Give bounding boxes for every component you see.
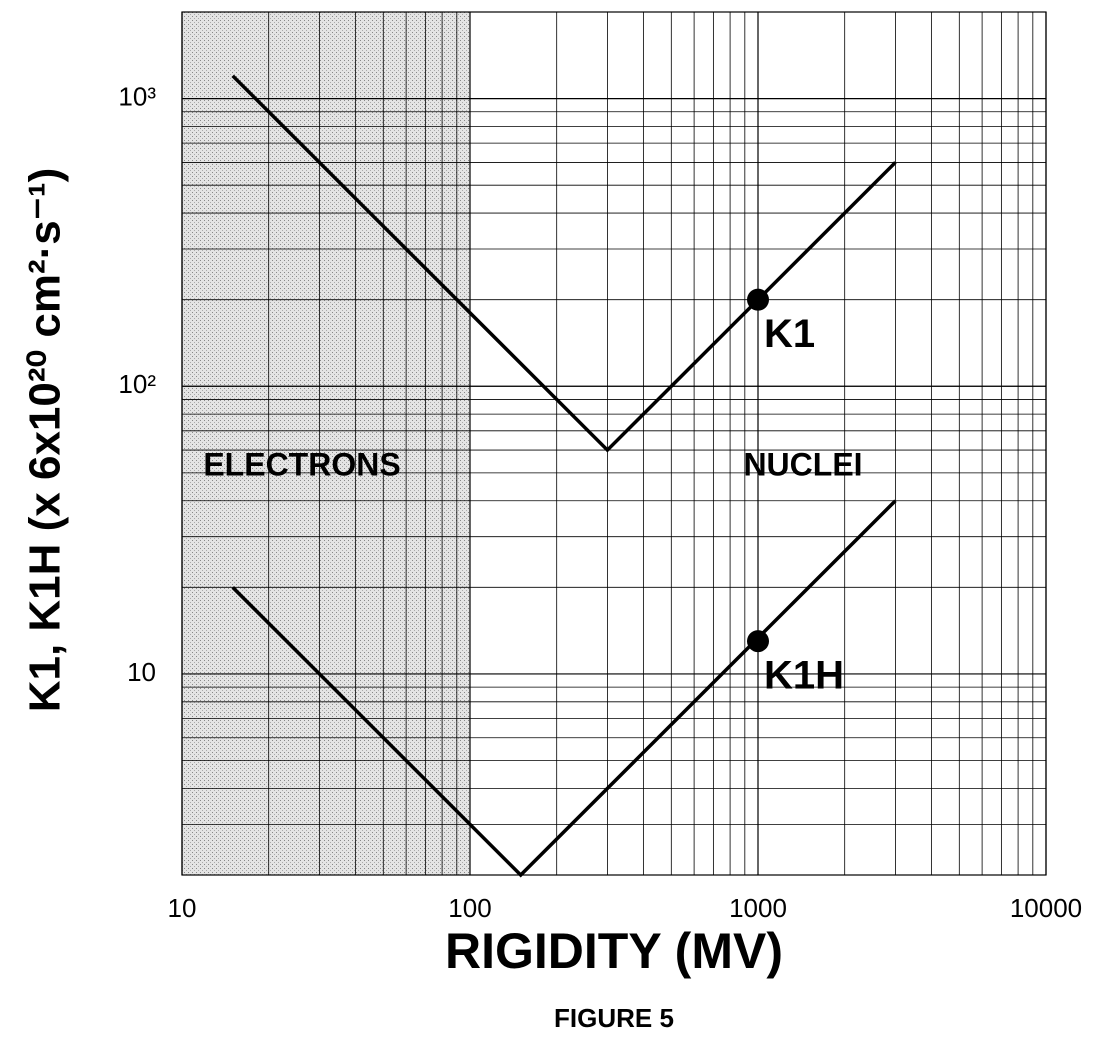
chart-title: FIGURE 5	[554, 1003, 674, 1033]
y-tick-label: 10	[127, 657, 156, 687]
shaded-region	[182, 12, 470, 875]
region-label: ELECTRONS	[203, 446, 400, 482]
x-axis-label: RIGIDITY (MV)	[445, 923, 783, 979]
x-tick-label: 10	[168, 893, 197, 923]
data-line	[231, 74, 897, 453]
x-tick-label: 100	[448, 893, 491, 923]
data-point	[747, 630, 769, 653]
x-tick-label: 10000	[1010, 893, 1082, 923]
y-tick-label: 10²	[118, 369, 156, 399]
point-label: K1	[764, 312, 815, 356]
data-line	[231, 499, 897, 878]
plot-frame	[181, 11, 1047, 876]
x-tick-label: 1000	[729, 893, 787, 923]
data-point	[747, 288, 769, 311]
y-tick-label: 10³	[118, 81, 156, 111]
point-label: K1H	[764, 654, 844, 698]
region-label: NUCLEI	[743, 446, 862, 482]
y-axis-label: K1, K1H (x 6x10²⁰ cm²·s⁻¹)	[21, 168, 70, 713]
